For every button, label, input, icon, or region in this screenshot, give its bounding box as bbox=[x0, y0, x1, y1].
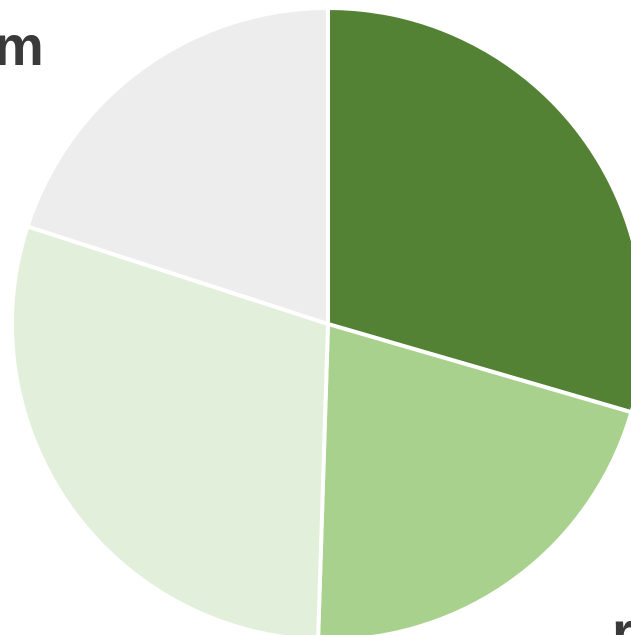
pie-slice-1 bbox=[326, 6, 631, 415]
pie-slice-3 bbox=[10, 224, 330, 635]
pie-slice-4 bbox=[25, 6, 330, 326]
cropped-label-fragment: r bbox=[612, 600, 631, 635]
pie-slice-2 bbox=[316, 322, 631, 635]
cropped-title-fragment: m bbox=[0, 14, 44, 77]
